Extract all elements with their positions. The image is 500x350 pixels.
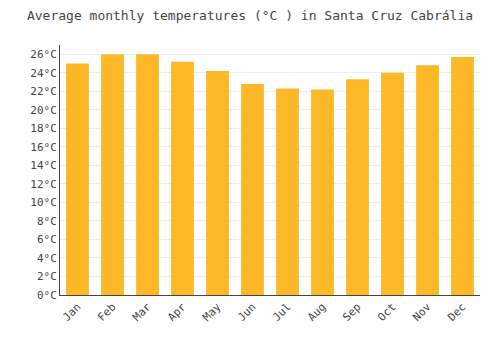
svg-text:Feb: Feb <box>95 301 118 324</box>
svg-text:Average monthly temperatures (: Average monthly temperatures (°C ) in Sa… <box>27 8 473 23</box>
svg-text:Nov: Nov <box>410 300 434 324</box>
svg-text:May: May <box>200 300 224 324</box>
svg-text:4°C: 4°C <box>37 252 57 265</box>
svg-text:Apr: Apr <box>165 300 189 324</box>
svg-text:16°C: 16°C <box>30 141 57 154</box>
svg-text:Sep: Sep <box>340 301 363 324</box>
svg-text:2°C: 2°C <box>37 270 57 283</box>
svg-text:Aug: Aug <box>305 301 328 324</box>
svg-text:14°C: 14°C <box>30 159 57 172</box>
svg-text:18°C: 18°C <box>30 122 57 135</box>
svg-text:Dec: Dec <box>445 301 468 324</box>
svg-text:8°C: 8°C <box>37 215 57 228</box>
svg-text:Oct: Oct <box>375 301 398 324</box>
svg-text:24°C: 24°C <box>30 67 57 80</box>
svg-text:6°C: 6°C <box>37 233 57 246</box>
svg-text:22°C: 22°C <box>30 85 57 98</box>
svg-text:Jan: Jan <box>60 301 83 324</box>
svg-text:10°C: 10°C <box>30 196 57 209</box>
svg-text:Mar: Mar <box>130 300 154 324</box>
svg-text:20°C: 20°C <box>30 104 57 117</box>
svg-text:Jun: Jun <box>235 301 258 324</box>
svg-text:26°C: 26°C <box>30 48 57 61</box>
svg-text:0°C: 0°C <box>37 289 57 302</box>
svg-text:12°C: 12°C <box>30 178 57 191</box>
svg-text:Jul: Jul <box>270 301 293 324</box>
